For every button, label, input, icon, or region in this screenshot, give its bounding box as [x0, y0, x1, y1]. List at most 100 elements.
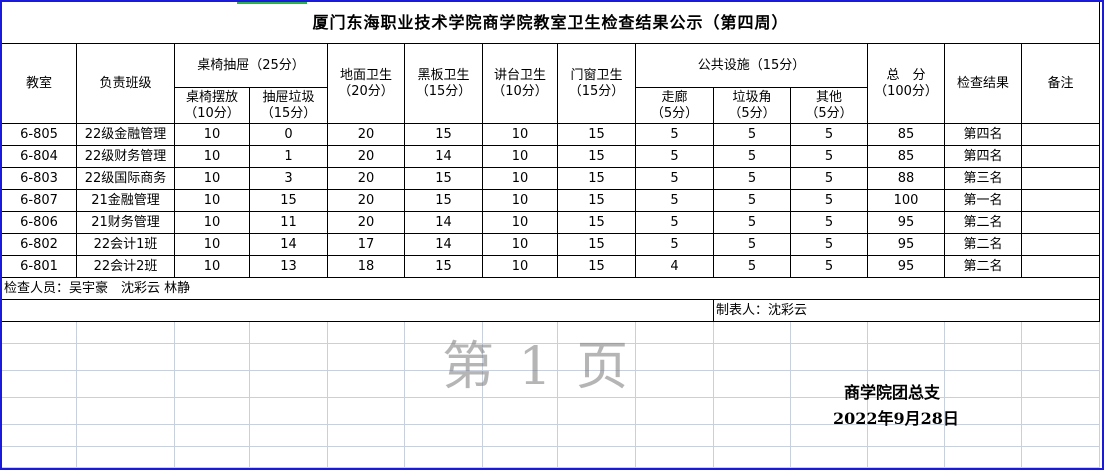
- empty-cell[interactable]: [250, 371, 328, 398]
- empty-cell[interactable]: [558, 344, 636, 371]
- empty-cell[interactable]: [1022, 322, 1100, 344]
- table-cell[interactable]: 15: [405, 168, 483, 190]
- table-cell[interactable]: 11: [250, 212, 328, 234]
- table-cell[interactable]: [1022, 124, 1100, 146]
- table-cell[interactable]: 22级金融管理: [77, 124, 175, 146]
- empty-cell[interactable]: [483, 371, 558, 398]
- table-cell[interactable]: 5: [636, 234, 714, 256]
- empty-cell[interactable]: [868, 425, 945, 447]
- table-cell[interactable]: 3: [250, 168, 328, 190]
- empty-cell[interactable]: [636, 398, 714, 425]
- empty-cell[interactable]: [868, 398, 945, 425]
- table-cell[interactable]: 第二名: [945, 212, 1022, 234]
- header-other[interactable]: 其他 （5分）: [791, 88, 868, 124]
- table-cell[interactable]: 5: [791, 168, 868, 190]
- table-cell[interactable]: 第二名: [945, 234, 1022, 256]
- table-cell[interactable]: 10: [175, 190, 250, 212]
- empty-cell[interactable]: [2, 322, 77, 344]
- table-cell[interactable]: 10: [483, 256, 558, 278]
- table-cell[interactable]: 1: [250, 146, 328, 168]
- table-cell[interactable]: 10: [175, 234, 250, 256]
- table-cell[interactable]: 5: [791, 234, 868, 256]
- table-cell[interactable]: 6-802: [2, 234, 77, 256]
- table-cell[interactable]: 15: [558, 190, 636, 212]
- empty-cell[interactable]: [868, 344, 945, 371]
- table-cell[interactable]: 5: [636, 212, 714, 234]
- empty-cell[interactable]: [714, 371, 791, 398]
- table-cell[interactable]: 10: [175, 146, 250, 168]
- table-cell[interactable]: 95: [868, 212, 945, 234]
- empty-cell[interactable]: [1022, 371, 1100, 398]
- empty-cell[interactable]: [791, 344, 868, 371]
- table-cell[interactable]: 6-804: [2, 146, 77, 168]
- table-cell[interactable]: 5: [791, 146, 868, 168]
- empty-cell[interactable]: [405, 425, 483, 447]
- table-cell[interactable]: 15: [405, 256, 483, 278]
- empty-cell[interactable]: [328, 447, 405, 468]
- empty-cell[interactable]: [945, 371, 1022, 398]
- empty-cell[interactable]: [175, 425, 250, 447]
- empty-cell[interactable]: [2, 447, 77, 468]
- table-cell[interactable]: 5: [636, 124, 714, 146]
- empty-cell[interactable]: [945, 344, 1022, 371]
- empty-cell[interactable]: [1022, 344, 1100, 371]
- empty-cell[interactable]: [714, 322, 791, 344]
- table-cell[interactable]: 85: [868, 146, 945, 168]
- table-cell[interactable]: 15: [558, 212, 636, 234]
- table-cell[interactable]: 21金融管理: [77, 190, 175, 212]
- table-cell[interactable]: 20: [328, 212, 405, 234]
- empty-cell[interactable]: [714, 344, 791, 371]
- header-trash-corner[interactable]: 垃圾角 （5分）: [714, 88, 791, 124]
- empty-cell[interactable]: [250, 447, 328, 468]
- table-cell[interactable]: 18: [328, 256, 405, 278]
- empty-cell[interactable]: [714, 398, 791, 425]
- table-cell[interactable]: 15: [405, 190, 483, 212]
- table-cell[interactable]: [1022, 234, 1100, 256]
- empty-cell[interactable]: [77, 322, 175, 344]
- table-cell[interactable]: 6-805: [2, 124, 77, 146]
- empty-cell[interactable]: [558, 398, 636, 425]
- table-cell[interactable]: [1022, 146, 1100, 168]
- header-floor[interactable]: 地面卫生 （20分）: [328, 44, 405, 124]
- empty-cell[interactable]: [250, 344, 328, 371]
- empty-cell[interactable]: [483, 344, 558, 371]
- table-cell[interactable]: 22会计2班: [77, 256, 175, 278]
- table-cell[interactable]: 5: [714, 168, 791, 190]
- table-cell[interactable]: 5: [791, 256, 868, 278]
- table-cell[interactable]: 95: [868, 234, 945, 256]
- table-cell[interactable]: 5: [636, 190, 714, 212]
- table-cell[interactable]: 22级财务管理: [77, 146, 175, 168]
- empty-cell[interactable]: [328, 371, 405, 398]
- header-podium[interactable]: 讲台卫生 （10分）: [483, 44, 558, 124]
- table-cell[interactable]: 6-803: [2, 168, 77, 190]
- table-cell[interactable]: 15: [558, 168, 636, 190]
- empty-cell[interactable]: [868, 322, 945, 344]
- table-cell[interactable]: 5: [714, 234, 791, 256]
- empty-cell[interactable]: [2, 425, 77, 447]
- table-cell[interactable]: 5: [714, 190, 791, 212]
- header-corridor[interactable]: 走廊 （5分）: [636, 88, 714, 124]
- empty-cell[interactable]: [868, 447, 945, 468]
- empty-cell[interactable]: [945, 447, 1022, 468]
- empty-cell[interactable]: [328, 322, 405, 344]
- table-cell[interactable]: 10: [483, 124, 558, 146]
- table-cell[interactable]: 10: [175, 124, 250, 146]
- table-cell[interactable]: 88: [868, 168, 945, 190]
- empty-cell[interactable]: [558, 371, 636, 398]
- empty-cell[interactable]: [714, 425, 791, 447]
- table-cell[interactable]: 5: [636, 168, 714, 190]
- empty-cell[interactable]: [945, 322, 1022, 344]
- table-cell[interactable]: 第三名: [945, 168, 1022, 190]
- table-cell[interactable]: [1022, 168, 1100, 190]
- table-cell[interactable]: 85: [868, 124, 945, 146]
- header-remarks[interactable]: 备注: [1022, 44, 1100, 124]
- table-cell[interactable]: 15: [558, 146, 636, 168]
- table-cell[interactable]: 0: [250, 124, 328, 146]
- empty-cell[interactable]: [405, 322, 483, 344]
- header-window[interactable]: 门窗卫生 （15分）: [558, 44, 636, 124]
- empty-cell[interactable]: [175, 371, 250, 398]
- header-desk-arrange[interactable]: 桌椅摆放 （10分）: [175, 88, 250, 124]
- table-cell[interactable]: 6-807: [2, 190, 77, 212]
- empty-cell[interactable]: [328, 425, 405, 447]
- empty-cell[interactable]: [714, 447, 791, 468]
